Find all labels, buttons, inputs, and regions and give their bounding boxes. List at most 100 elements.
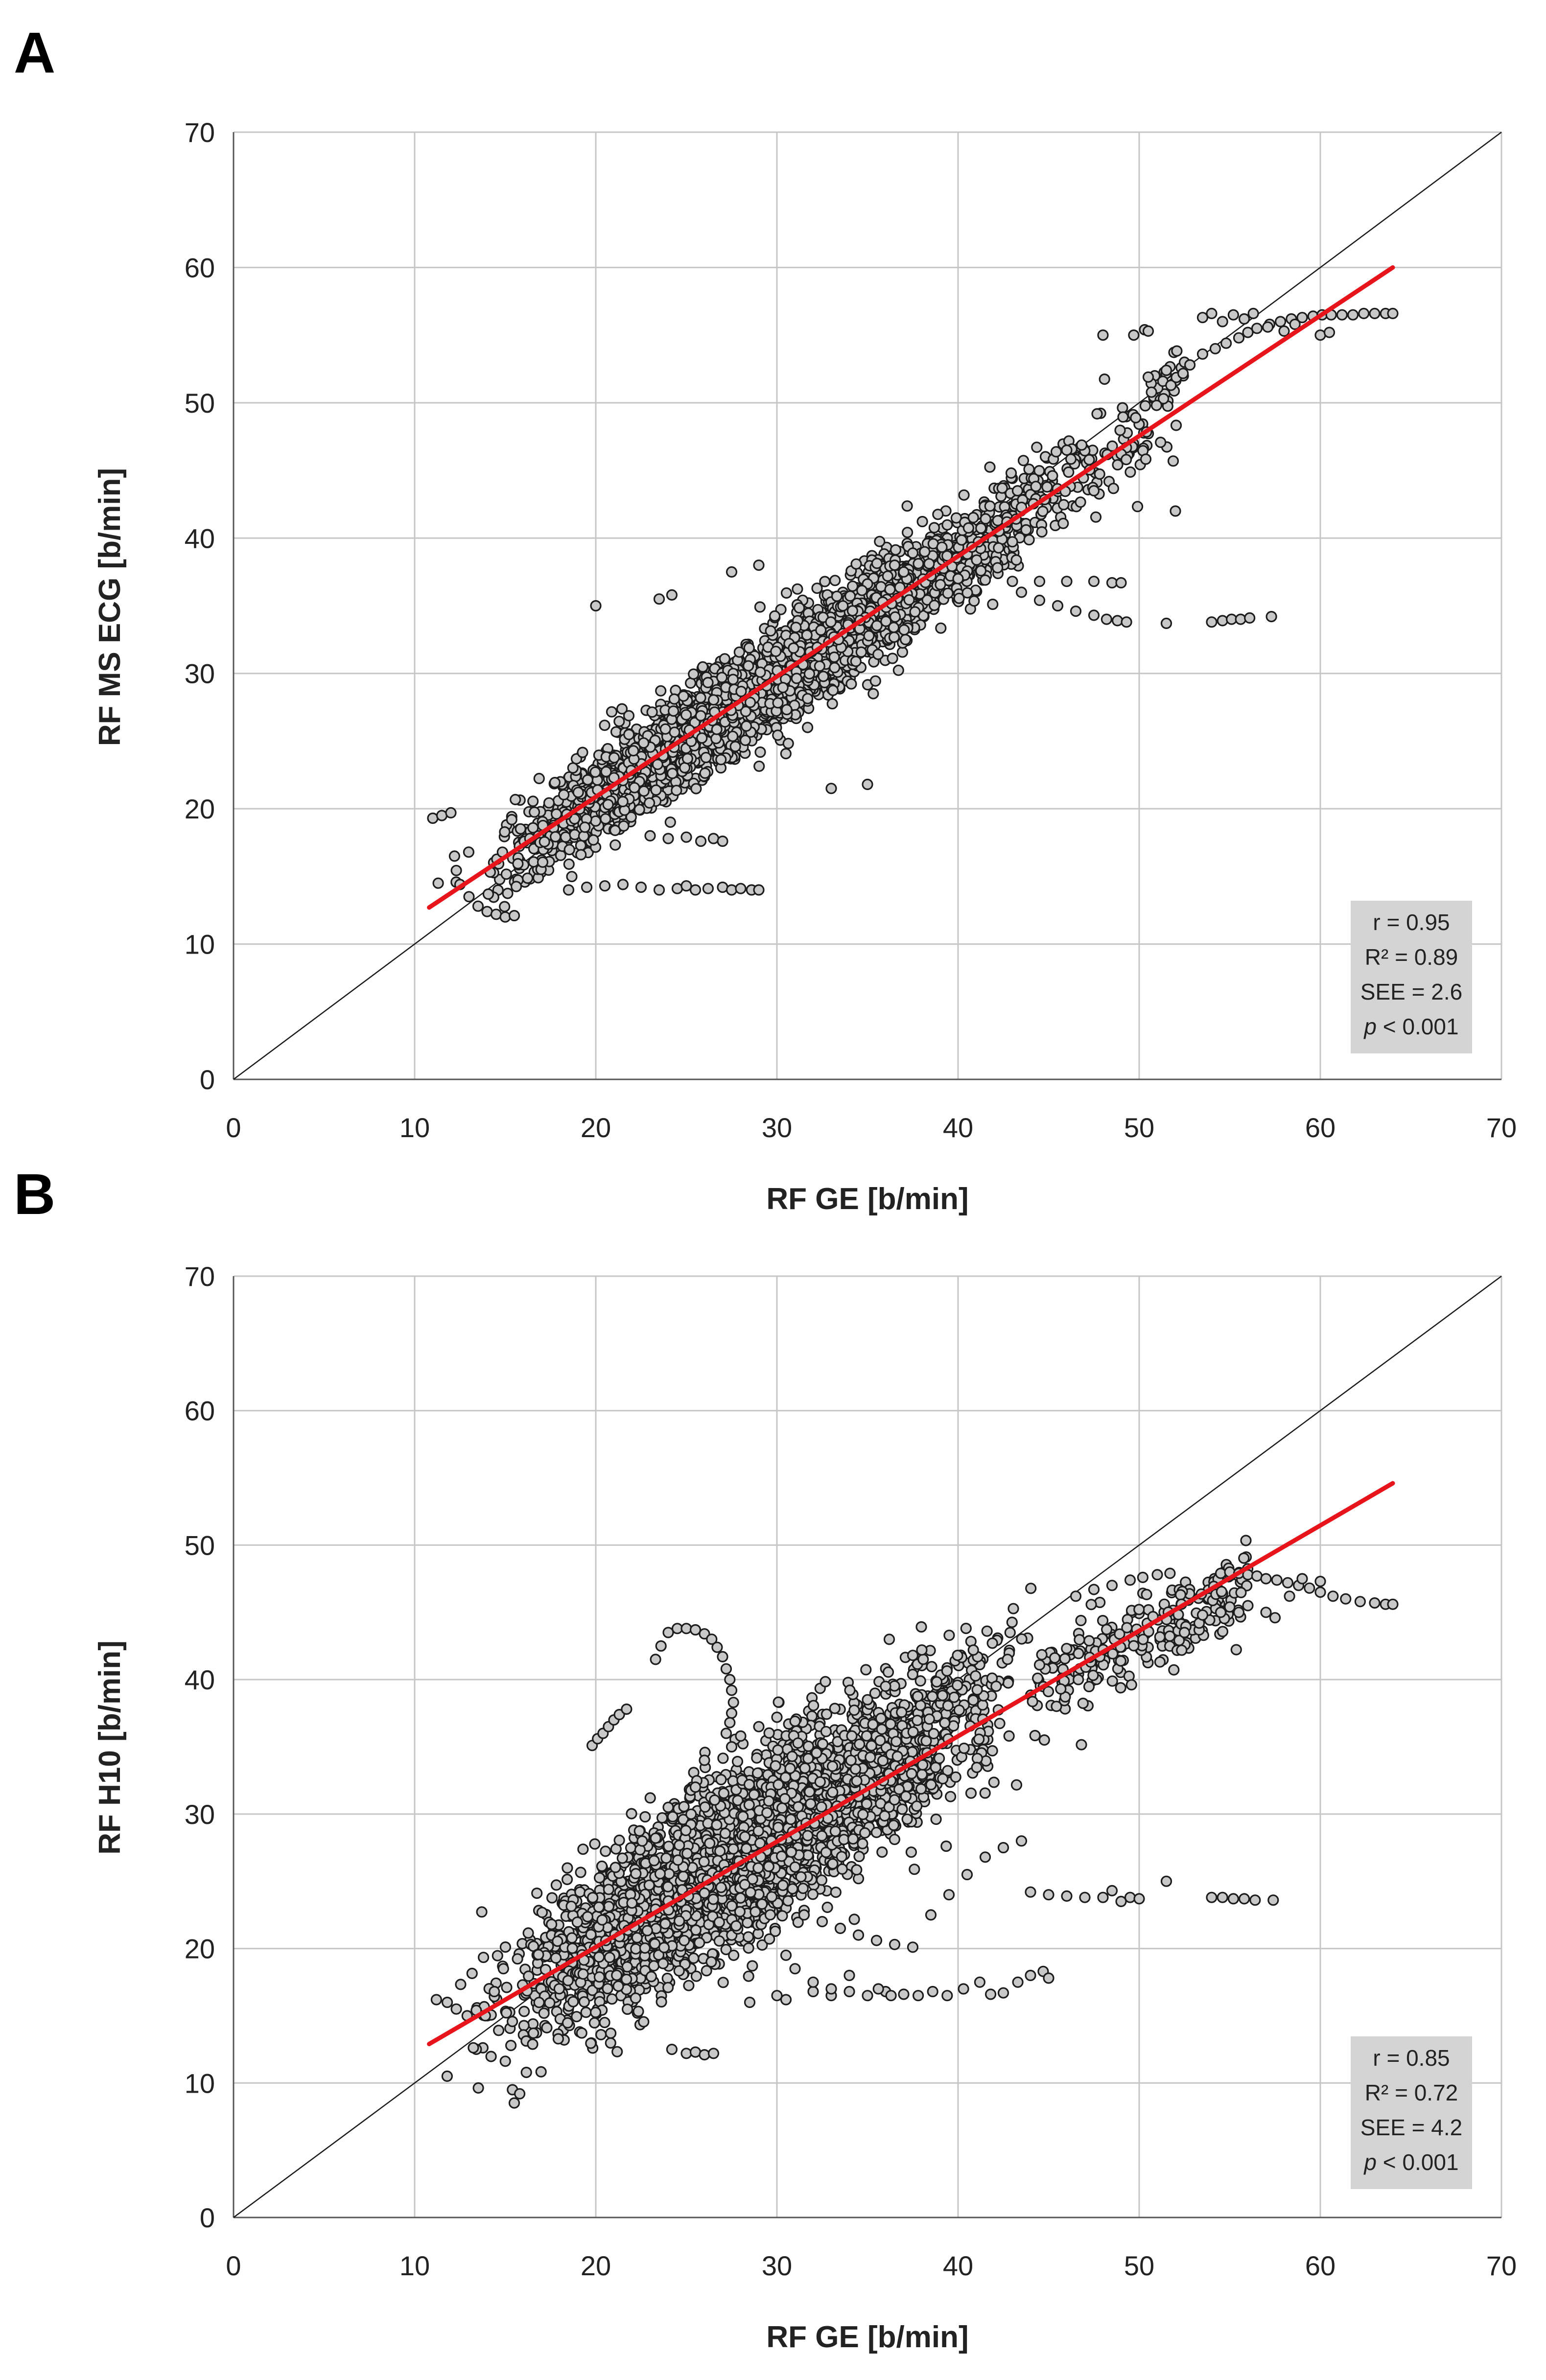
panel-a-point-main bbox=[558, 789, 570, 801]
panel-a-point-upper bbox=[992, 562, 1004, 574]
panel-a-point-upper bbox=[1167, 455, 1179, 467]
panel-a-point-main bbox=[506, 814, 517, 826]
panel-a-point-tail-36 bbox=[1115, 577, 1127, 589]
panel-a-point-main bbox=[512, 858, 524, 870]
panel-a-point-upper bbox=[1075, 496, 1086, 508]
panel-a-point-main bbox=[780, 587, 793, 599]
panel-a-point-main bbox=[888, 622, 900, 633]
panel-a-point-curve-top bbox=[1347, 309, 1359, 321]
panel-a-point-cluster-56 bbox=[1160, 364, 1172, 376]
panel-a-point-main bbox=[899, 633, 912, 646]
panel-a-point-outliers bbox=[1170, 505, 1181, 517]
panel-a-point-main bbox=[872, 649, 884, 660]
panel-a-point-upper bbox=[1094, 468, 1105, 480]
panel-a-point-main bbox=[855, 646, 867, 658]
panel-a-point-upper bbox=[1121, 454, 1132, 466]
panel-a-point-outliers bbox=[653, 593, 665, 605]
panel-a-point-main bbox=[975, 565, 987, 577]
panel-a-point-curve-top bbox=[1358, 307, 1370, 320]
panel-a-point-outliers bbox=[753, 559, 765, 571]
panel-a-point-main bbox=[563, 844, 575, 856]
panel-a-point-main bbox=[827, 684, 839, 697]
panel-a-point-upper bbox=[1031, 442, 1043, 453]
panel-a-point-outliers bbox=[1088, 485, 1100, 497]
panel-a-point-upper bbox=[1117, 402, 1128, 414]
panel-a-point-cluster-56 bbox=[1278, 325, 1290, 337]
panel-a-point-curve-top bbox=[1220, 337, 1232, 349]
panel-a-stat-p-value: < 0.001 bbox=[1377, 1014, 1459, 1039]
panel-a-point-main bbox=[666, 768, 679, 779]
panel-a-point-main bbox=[909, 606, 921, 618]
panel-b-x-tick-40: 40 bbox=[943, 2250, 973, 2281]
panel-a-point-upper bbox=[1010, 554, 1022, 566]
panel-a-point-main bbox=[667, 705, 679, 717]
panel-a-point-tail-14 bbox=[702, 883, 714, 894]
panel-a-point-tail-34 bbox=[1206, 616, 1218, 628]
panel-a-point-main bbox=[929, 600, 940, 611]
panel-a-point-curve-top bbox=[1196, 348, 1209, 360]
panel-a-point-main bbox=[871, 558, 883, 569]
panel-a-point-main bbox=[599, 720, 610, 731]
panel-a-x-tick-60: 60 bbox=[1305, 1112, 1335, 1143]
panel-a-point-low-left bbox=[445, 807, 457, 819]
panel-a-point-main bbox=[888, 631, 900, 643]
panel-b-y-tick-60: 60 bbox=[185, 1396, 215, 1426]
panel-a-point-main bbox=[572, 787, 584, 798]
panel-a-point-main bbox=[831, 590, 843, 602]
panel-a-point-main bbox=[690, 783, 702, 794]
panel-a-point-main bbox=[892, 664, 904, 676]
panel-b-point-main bbox=[848, 1913, 860, 1925]
panel-a-point-main bbox=[968, 595, 980, 607]
panel-a-point-main bbox=[743, 660, 754, 672]
panel-a-point-main bbox=[867, 688, 879, 700]
panel-a-point-main bbox=[623, 710, 635, 722]
panel-a-point-upper bbox=[1140, 453, 1152, 465]
panel-a-point-main bbox=[543, 797, 555, 809]
panel-a-point-cluster-56 bbox=[1206, 307, 1218, 320]
panel-a-point-main bbox=[792, 583, 803, 595]
panel-a-point-main bbox=[932, 509, 944, 520]
panel-a-point-main bbox=[928, 522, 940, 534]
panel-a-point-main bbox=[719, 653, 731, 665]
panel-a-point-upper bbox=[1005, 467, 1017, 479]
panel-a-point-main bbox=[499, 826, 511, 838]
panel-a-point-tail-14 bbox=[581, 881, 593, 893]
panel-a-point-main bbox=[772, 697, 784, 709]
panel-a-point-main bbox=[772, 729, 784, 741]
panel-a-point-tail-14 bbox=[735, 883, 747, 894]
panel-a-point-curve-top bbox=[1387, 307, 1399, 320]
panel-a-point-outliers bbox=[1142, 325, 1154, 337]
panel-a-point-main bbox=[528, 806, 540, 818]
panel-a-point-upper bbox=[1020, 524, 1032, 536]
panel-a-y-axis-label: RF MS ECG [b/min] bbox=[93, 468, 127, 746]
panel-a-point-tail-14 bbox=[562, 884, 575, 896]
panel-a-point-tail-18 bbox=[680, 831, 692, 843]
panel-b-point-main bbox=[520, 2067, 532, 2078]
panel-b-point-main bbox=[926, 1661, 937, 1673]
panel-a-point-main bbox=[696, 732, 708, 744]
panel-a-point-low-left bbox=[448, 850, 461, 862]
panel-a-point-upper bbox=[1107, 483, 1119, 494]
panel-a-point-curve-top bbox=[1369, 307, 1381, 320]
panel-b-point-main bbox=[747, 1960, 758, 1972]
panel-a-point-upper bbox=[1091, 408, 1103, 420]
panel-a-point-main bbox=[623, 728, 635, 741]
panel-b-y-tick-40: 40 bbox=[185, 1664, 215, 1695]
panel-b-point-main bbox=[690, 1970, 703, 1982]
panel-a-point-upper bbox=[1058, 499, 1070, 511]
panel-a-stat-p-symbol: p bbox=[1363, 1014, 1377, 1039]
panel-a-x-tick-10: 10 bbox=[399, 1112, 430, 1143]
panel-a-y-tick-20: 20 bbox=[185, 793, 215, 824]
panel-a-point-cluster-56 bbox=[1262, 321, 1274, 333]
panel-a-point-tail-14 bbox=[726, 884, 738, 896]
panel-a-point-main bbox=[850, 655, 862, 667]
panel-a-point-main bbox=[958, 489, 970, 501]
panel-a-point-main bbox=[533, 772, 545, 785]
panel-a-point-main bbox=[702, 677, 714, 689]
panel-a-point-upper bbox=[1036, 526, 1048, 538]
panel-a-point-main bbox=[567, 762, 579, 774]
panel-a-point-main bbox=[754, 601, 766, 613]
panel-a-point-tail-34 bbox=[1052, 600, 1064, 612]
panel-a-point-tail-18 bbox=[644, 830, 656, 842]
panel-a-point-tail-18 bbox=[695, 835, 707, 847]
